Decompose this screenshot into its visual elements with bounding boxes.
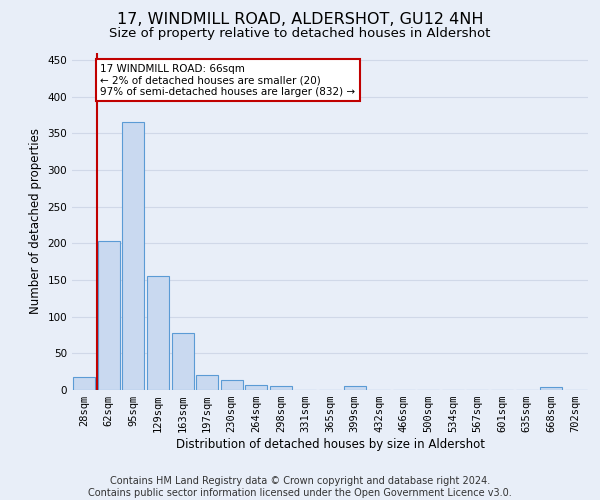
- Text: Contains HM Land Registry data © Crown copyright and database right 2024.
Contai: Contains HM Land Registry data © Crown c…: [88, 476, 512, 498]
- Bar: [98, 241, 120, 390]
- Y-axis label: Number of detached properties: Number of detached properties: [29, 128, 42, 314]
- Text: Size of property relative to detached houses in Aldershot: Size of property relative to detached ho…: [109, 28, 491, 40]
- Bar: [344, 386, 365, 390]
- Bar: [73, 377, 95, 390]
- X-axis label: Distribution of detached houses by size in Aldershot: Distribution of detached houses by size …: [176, 438, 485, 451]
- Bar: [221, 380, 243, 390]
- Bar: [122, 122, 145, 390]
- Text: 17 WINDMILL ROAD: 66sqm
← 2% of detached houses are smaller (20)
97% of semi-det: 17 WINDMILL ROAD: 66sqm ← 2% of detached…: [100, 64, 355, 96]
- Bar: [172, 333, 194, 390]
- Bar: [540, 387, 562, 390]
- Bar: [245, 385, 268, 390]
- Bar: [147, 276, 169, 390]
- Bar: [196, 374, 218, 390]
- Text: 17, WINDMILL ROAD, ALDERSHOT, GU12 4NH: 17, WINDMILL ROAD, ALDERSHOT, GU12 4NH: [117, 12, 483, 28]
- Bar: [270, 386, 292, 390]
